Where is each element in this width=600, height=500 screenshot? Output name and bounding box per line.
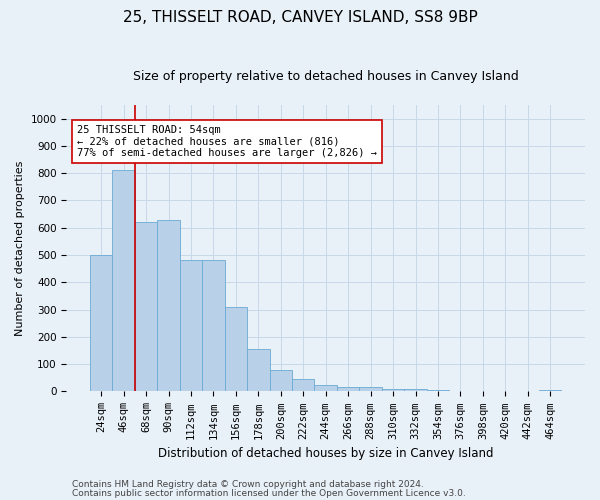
Bar [494,391,517,392]
Text: Contains public sector information licensed under the Open Government Licence v3: Contains public sector information licen… [72,488,466,498]
Bar [224,307,247,392]
Bar [449,390,472,392]
Bar [135,222,157,392]
Bar [404,390,427,392]
Bar [180,260,202,392]
Bar [269,370,292,392]
Bar [112,170,135,392]
Title: Size of property relative to detached houses in Canvey Island: Size of property relative to detached ho… [133,70,518,83]
Bar [157,220,180,392]
Bar [292,379,314,392]
Bar [539,390,562,392]
Bar [359,386,382,392]
Bar [337,386,359,392]
Bar [247,349,269,392]
Text: 25, THISSELT ROAD, CANVEY ISLAND, SS8 9BP: 25, THISSELT ROAD, CANVEY ISLAND, SS8 9B… [122,10,478,25]
Bar [382,390,404,392]
Bar [202,260,224,392]
Bar [314,386,337,392]
Y-axis label: Number of detached properties: Number of detached properties [15,160,25,336]
Bar [472,391,494,392]
Text: 25 THISSELT ROAD: 54sqm
← 22% of detached houses are smaller (816)
77% of semi-d: 25 THISSELT ROAD: 54sqm ← 22% of detache… [77,125,377,158]
X-axis label: Distribution of detached houses by size in Canvey Island: Distribution of detached houses by size … [158,447,493,460]
Text: Contains HM Land Registry data © Crown copyright and database right 2024.: Contains HM Land Registry data © Crown c… [72,480,424,489]
Bar [90,255,112,392]
Bar [427,390,449,392]
